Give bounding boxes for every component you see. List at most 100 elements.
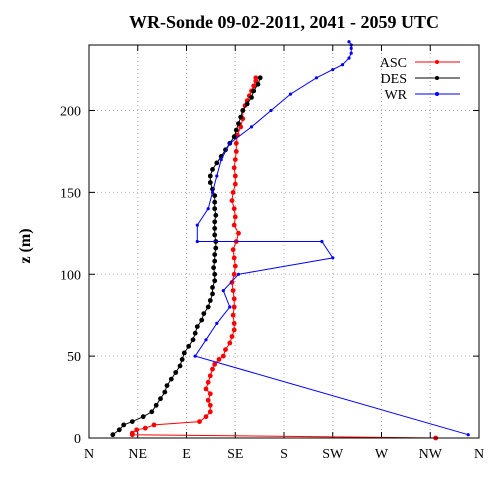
y-tick-label: 150 bbox=[60, 186, 81, 201]
series-wr-point bbox=[340, 63, 345, 67]
series-wr-point bbox=[204, 338, 208, 342]
legend-label-des: DES bbox=[381, 72, 407, 87]
series-wr-point bbox=[215, 174, 219, 178]
series-des-point bbox=[179, 357, 185, 362]
legend-marker-wr bbox=[435, 92, 439, 96]
series-asc-point bbox=[142, 425, 148, 431]
series-wr-point bbox=[249, 125, 254, 129]
series-asc-point bbox=[216, 357, 222, 362]
series-asc-point bbox=[231, 321, 237, 326]
series-wr-point bbox=[195, 223, 199, 227]
series-asc-point bbox=[151, 422, 157, 428]
series-asc-point bbox=[205, 397, 211, 403]
x-tick-label: NE bbox=[128, 447, 147, 462]
series-des-point bbox=[149, 409, 155, 415]
series-asc-point bbox=[231, 255, 237, 261]
series-wr-point bbox=[236, 272, 241, 276]
series-des-point bbox=[177, 363, 183, 369]
series-wr-point bbox=[193, 354, 197, 358]
series-wr-point bbox=[288, 92, 293, 96]
series-asc-point bbox=[223, 347, 228, 352]
series-asc-point bbox=[207, 409, 213, 415]
series-asc-point bbox=[231, 222, 237, 228]
series-des-point bbox=[205, 304, 211, 310]
series-wr-line bbox=[194, 41, 469, 436]
series-asc-point bbox=[230, 247, 236, 253]
series-des-point bbox=[199, 317, 205, 323]
series-des-point bbox=[186, 343, 192, 349]
series-wr-point bbox=[320, 239, 324, 244]
series-des-point bbox=[207, 180, 213, 185]
series-des-point bbox=[207, 173, 213, 179]
series-des-point bbox=[192, 330, 198, 336]
y-axis-label: z (m) bbox=[17, 228, 34, 263]
series-asc-point bbox=[207, 373, 213, 379]
series-des-point bbox=[251, 88, 257, 94]
series-des-point bbox=[212, 219, 218, 225]
series-des-point bbox=[236, 121, 241, 126]
series-des-point bbox=[210, 167, 215, 172]
series-asc-point bbox=[229, 198, 235, 204]
series-asc-point bbox=[230, 190, 236, 195]
x-tick-label: W bbox=[375, 447, 389, 462]
series-des-point bbox=[255, 81, 261, 87]
series-des bbox=[110, 75, 263, 438]
series-asc-point bbox=[236, 230, 241, 236]
series-asc-point bbox=[134, 427, 140, 433]
legend-label-wr: WR bbox=[384, 88, 407, 103]
series-des-point bbox=[213, 245, 219, 251]
series-asc-point bbox=[129, 430, 135, 436]
series-des-point bbox=[116, 427, 122, 433]
series-wr-point bbox=[314, 76, 319, 80]
series-des-point bbox=[129, 419, 135, 424]
series-asc-point bbox=[231, 296, 237, 302]
chart-title: WR-Sonde 09-02-2011, 2041 - 2059 UTC bbox=[129, 12, 439, 32]
series-des-point bbox=[257, 75, 263, 81]
series-des-point bbox=[173, 370, 179, 375]
series-wr-point bbox=[331, 256, 335, 260]
series-asc-point bbox=[229, 334, 235, 339]
series-des-point bbox=[181, 350, 187, 356]
series-asc-point bbox=[231, 304, 237, 310]
series-wr-point bbox=[206, 207, 210, 211]
series-des-point bbox=[212, 271, 218, 277]
series-wr-point bbox=[349, 46, 353, 50]
series-des-point bbox=[240, 108, 246, 113]
series-des-point bbox=[212, 252, 218, 257]
y-tick-label: 200 bbox=[60, 105, 81, 120]
series-asc-point bbox=[253, 75, 259, 81]
series-des-point bbox=[153, 402, 159, 408]
series-asc-point bbox=[203, 386, 209, 392]
series-des-point bbox=[140, 414, 146, 420]
series-asc-point bbox=[232, 181, 238, 187]
series-asc-point bbox=[205, 379, 211, 385]
series-asc-point bbox=[233, 149, 239, 154]
series-asc-point bbox=[197, 419, 202, 424]
series-des-point bbox=[162, 389, 168, 395]
series-des-point bbox=[207, 298, 213, 303]
series-wr-point bbox=[228, 141, 232, 145]
series-asc-point bbox=[207, 402, 213, 408]
x-tick-label: NW bbox=[419, 447, 443, 462]
series-wr-point bbox=[466, 433, 470, 437]
series-wr-point bbox=[215, 321, 219, 325]
x-tick-label: SW bbox=[322, 447, 344, 462]
series-des-point bbox=[231, 134, 237, 140]
series-des-point bbox=[121, 422, 127, 428]
series-des-point bbox=[213, 212, 219, 218]
series-des-point bbox=[194, 324, 200, 329]
series-wr-point bbox=[331, 68, 335, 72]
series-asc-point bbox=[232, 173, 238, 179]
series-des-point bbox=[190, 337, 196, 343]
series-asc-point bbox=[230, 288, 236, 293]
legend-marker-asc bbox=[435, 60, 439, 64]
x-tick-label: E bbox=[182, 447, 191, 462]
series-des-point bbox=[201, 311, 207, 316]
series-des-point bbox=[210, 291, 215, 297]
series-des-point bbox=[212, 258, 218, 264]
series-asc-point bbox=[212, 361, 218, 367]
legend-marker-des bbox=[435, 76, 439, 80]
series-asc-point bbox=[232, 157, 238, 163]
